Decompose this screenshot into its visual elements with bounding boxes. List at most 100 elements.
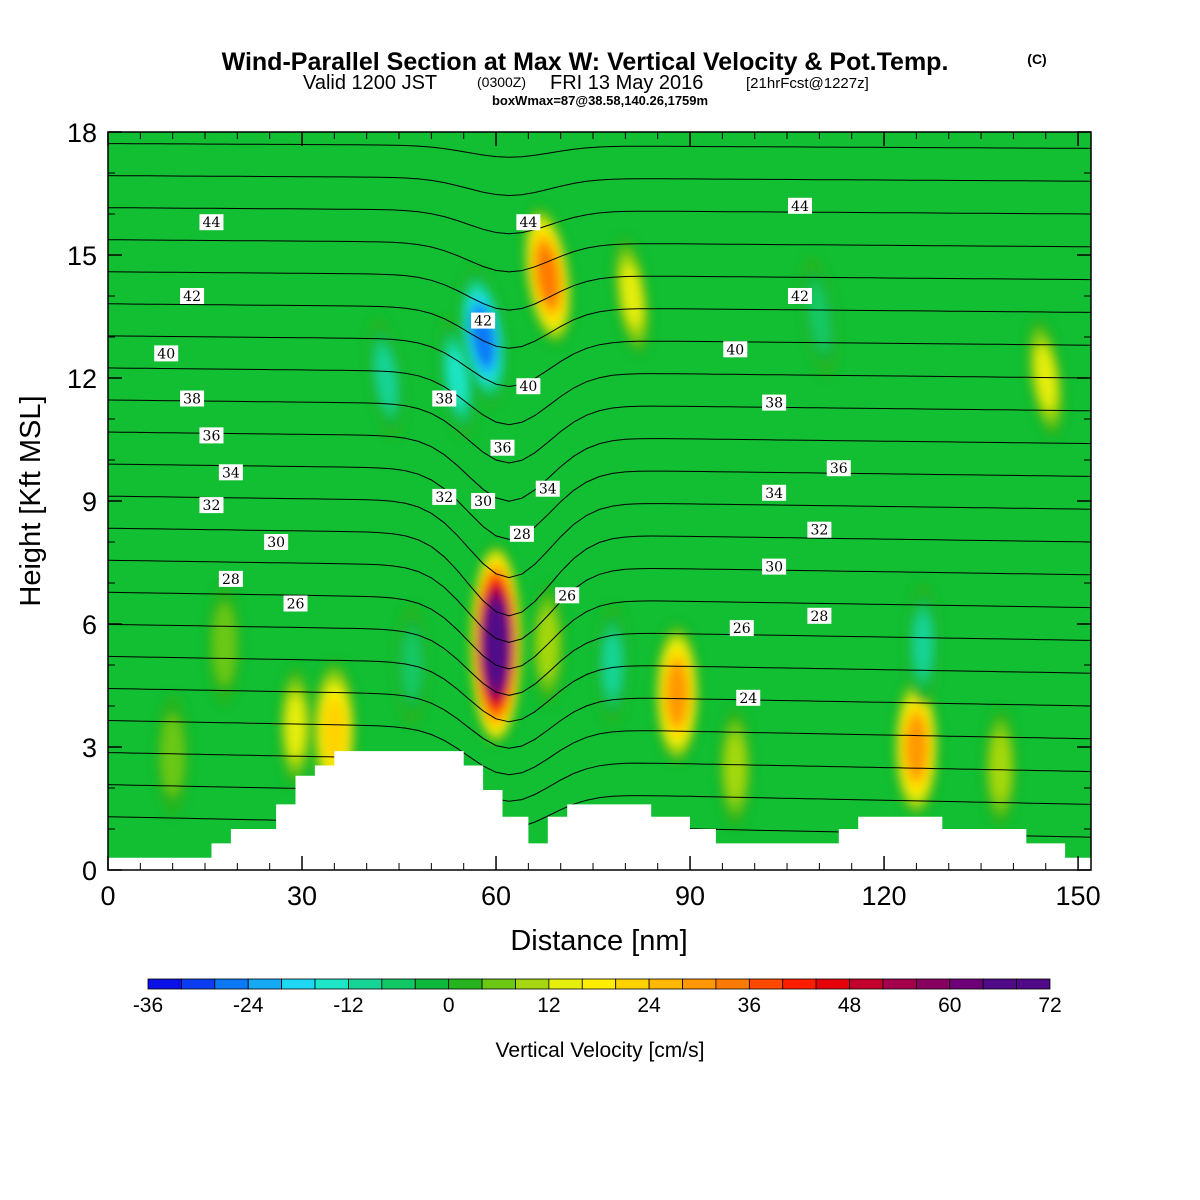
- velocity-level: [905, 716, 927, 778]
- colorbar-swatch: [982, 978, 1017, 990]
- theta-label-text: 34: [765, 486, 783, 502]
- subtitle-date: FRI 13 May 2016: [550, 72, 703, 94]
- colorbar-swatch: [414, 978, 450, 990]
- x-tick-label: 0: [100, 881, 115, 911]
- theta-label-text: 40: [157, 346, 175, 362]
- theta-label: 40: [516, 378, 541, 395]
- colorbar-tick-label: 12: [537, 994, 560, 1017]
- theta-label-box: [471, 493, 496, 509]
- colorbar-swatch: [815, 978, 850, 990]
- theta-label-text: 28: [222, 572, 240, 588]
- theta-label-box: [199, 214, 224, 231]
- theta-label-box: [723, 341, 748, 358]
- theta-label: 38: [762, 394, 787, 412]
- theta-label: 44: [787, 197, 812, 215]
- theta-contour: [108, 688, 1091, 749]
- velocity-feature: [984, 707, 1017, 828]
- theta-contour: [108, 112, 1091, 120]
- theta-label-box: [516, 214, 541, 231]
- theta-label-text: 44: [203, 215, 221, 231]
- theta-label-box: [787, 288, 812, 304]
- velocity-feature: [894, 677, 939, 817]
- theta-label: 42: [787, 288, 812, 305]
- theta-label: 32: [199, 497, 224, 514]
- colorbar-swatch: [381, 978, 416, 990]
- velocity-feature: [470, 544, 523, 745]
- colorbar-swatch: [548, 978, 583, 990]
- theta-label-text: 24: [739, 691, 757, 707]
- theta-contour: [108, 175, 1091, 197]
- theta-label: 26: [729, 620, 754, 637]
- theta-label-text: 38: [765, 396, 783, 412]
- theta-label: 26: [555, 587, 580, 604]
- theta-label-box: [180, 288, 205, 304]
- theta-label-text: 26: [287, 597, 305, 613]
- terrain-mask: [108, 751, 1091, 870]
- theta-label: 38: [432, 390, 457, 408]
- theta-label-box: [762, 394, 787, 411]
- colorbar-swatch: [448, 978, 483, 990]
- y-tick-label: 6: [82, 610, 97, 640]
- colorbar-swatch: [1016, 978, 1051, 990]
- theta-label-box: [736, 689, 761, 706]
- velocity-feature: [279, 666, 312, 787]
- theta-label-box: [218, 570, 243, 587]
- velocity-level: [536, 246, 559, 305]
- velocity-feature: [801, 257, 838, 376]
- theta-label: 28: [218, 570, 243, 588]
- velocity-level: [914, 613, 932, 676]
- x-tick-label: 30: [287, 881, 317, 911]
- velocity-level: [603, 634, 622, 696]
- theta-label: 30: [471, 493, 496, 510]
- theta-contour: [108, 720, 1091, 776]
- theta-label-box: [199, 427, 224, 444]
- velocity-level: [161, 714, 184, 796]
- x-tick-label: 90: [675, 881, 705, 911]
- theta-label-box: [490, 439, 515, 456]
- theta-contour: [108, 335, 1091, 388]
- x-tick-label: 120: [862, 881, 907, 911]
- velocity-feature: [156, 695, 189, 816]
- theta-contour: [108, 784, 1091, 829]
- theta-label-text: 40: [519, 379, 537, 395]
- theta-label: 34: [762, 484, 787, 502]
- theta-label: 42: [471, 312, 496, 330]
- colorbar-swatch: [348, 978, 383, 990]
- colorbar-swatch: [314, 978, 349, 990]
- colorbar-swatch: [715, 978, 750, 990]
- theta-label-text: 38: [435, 392, 453, 408]
- velocity-feature: [368, 318, 404, 438]
- velocity-level: [808, 282, 831, 351]
- colorbar-swatch: [181, 978, 216, 990]
- theta-contour: [108, 752, 1091, 802]
- velocity-level: [666, 663, 688, 724]
- theta-label-box: [180, 390, 205, 407]
- y-axis-label: Height [Kft MSL]: [15, 395, 47, 606]
- theta-label: 44: [516, 214, 541, 231]
- subtitle-valid: Valid 1200 JST: [303, 72, 437, 94]
- colorbar-tick-label: -12: [333, 994, 363, 1017]
- plot-background: [108, 132, 1091, 870]
- colorbar-swatch: [915, 978, 951, 990]
- velocity-feature: [459, 267, 507, 407]
- velocity-level: [622, 265, 642, 327]
- colorbar-swatch: [147, 978, 182, 990]
- theta-label-text: 26: [558, 588, 576, 604]
- theta-label-text: 34: [539, 482, 557, 498]
- y-tick-label: 9: [82, 487, 97, 517]
- theta-label-text: 44: [519, 215, 537, 231]
- theta-label-text: 32: [435, 490, 453, 506]
- theta-label: 36: [490, 439, 515, 457]
- theta-label: 34: [218, 464, 243, 481]
- theta-label-box: [471, 312, 496, 329]
- theta-contour: [108, 303, 1091, 349]
- colorbar-swatch: [615, 978, 650, 990]
- theta-label-text: 40: [726, 342, 744, 358]
- theta-label-box: [762, 558, 787, 575]
- theta-label-text: 32: [810, 523, 828, 539]
- theta-contour: [108, 143, 1091, 158]
- theta-label-box: [432, 488, 457, 505]
- colorbar-swatch: [882, 978, 917, 990]
- theta-label-box: [826, 460, 851, 477]
